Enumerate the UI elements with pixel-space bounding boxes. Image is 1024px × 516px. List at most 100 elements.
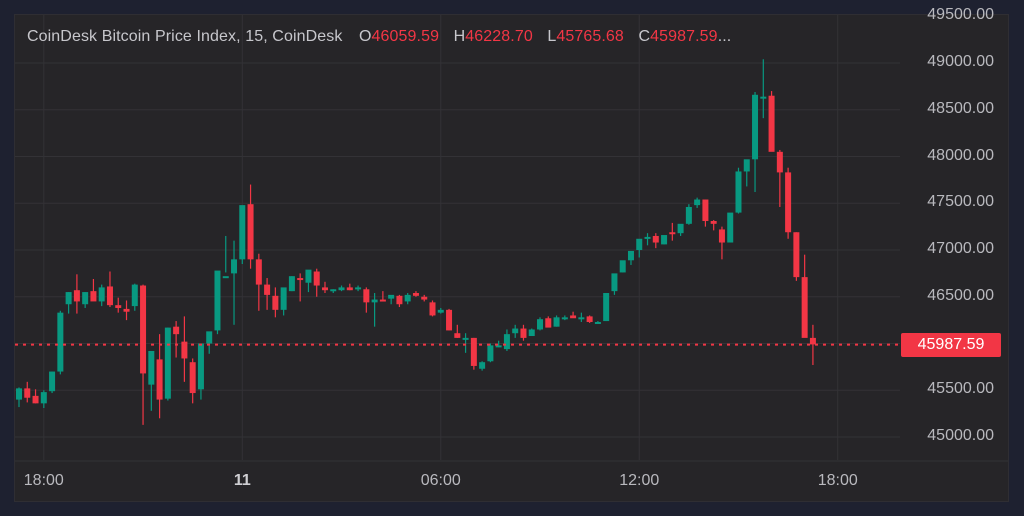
candle[interactable] <box>677 223 684 236</box>
candle[interactable] <box>140 284 147 425</box>
candle[interactable] <box>305 269 312 293</box>
candle[interactable] <box>32 389 39 404</box>
candle[interactable] <box>503 329 510 351</box>
candle[interactable] <box>809 324 816 366</box>
candle[interactable] <box>545 316 552 328</box>
candle[interactable] <box>735 167 742 214</box>
candle[interactable] <box>429 300 436 317</box>
candle[interactable] <box>578 312 585 322</box>
candle[interactable] <box>396 294 403 308</box>
candle[interactable] <box>669 222 676 241</box>
candle[interactable] <box>793 232 800 281</box>
candle[interactable] <box>553 315 560 327</box>
candle[interactable] <box>288 276 295 292</box>
candle[interactable] <box>148 350 155 411</box>
candle[interactable] <box>470 337 477 370</box>
candle[interactable] <box>512 324 519 338</box>
candle[interactable] <box>206 331 213 354</box>
candle[interactable] <box>752 91 759 193</box>
candle[interactable] <box>528 328 535 337</box>
candle[interactable] <box>264 278 271 310</box>
candle[interactable] <box>710 220 717 231</box>
candle[interactable] <box>495 340 502 348</box>
candle[interactable] <box>561 315 568 321</box>
candle[interactable] <box>363 287 370 313</box>
chart-pane[interactable] <box>14 14 1009 502</box>
candle[interactable] <box>611 273 618 295</box>
candle[interactable] <box>255 253 262 311</box>
candle[interactable] <box>685 204 692 225</box>
candle[interactable] <box>644 233 651 246</box>
candle[interactable] <box>652 233 659 249</box>
candle[interactable] <box>768 91 775 152</box>
candle[interactable] <box>371 293 378 327</box>
candle[interactable] <box>181 316 188 382</box>
candle[interactable] <box>776 149 783 207</box>
legend-more[interactable]: ... <box>717 28 732 45</box>
candle[interactable] <box>65 292 72 314</box>
candle[interactable] <box>49 371 56 394</box>
candle[interactable] <box>446 308 453 331</box>
candle[interactable] <box>520 324 527 341</box>
candle[interactable] <box>24 381 31 403</box>
candle[interactable] <box>338 285 345 292</box>
candle[interactable] <box>156 334 163 419</box>
candle[interactable] <box>280 287 287 316</box>
candle[interactable] <box>404 293 411 305</box>
candle[interactable] <box>760 59 767 119</box>
candle[interactable] <box>272 287 279 318</box>
candle[interactable] <box>231 240 238 325</box>
candle[interactable] <box>603 293 610 322</box>
candle[interactable] <box>661 235 668 245</box>
candle[interactable] <box>115 297 122 313</box>
candle[interactable] <box>82 292 89 308</box>
candle[interactable] <box>487 343 494 363</box>
candle[interactable] <box>537 317 544 331</box>
candle[interactable] <box>73 274 80 314</box>
candle[interactable] <box>197 343 204 400</box>
candle[interactable] <box>16 387 22 408</box>
candle[interactable] <box>586 315 593 323</box>
candle[interactable] <box>106 271 113 308</box>
candle[interactable] <box>437 307 444 314</box>
candle[interactable] <box>627 250 634 265</box>
candle[interactable] <box>636 238 643 258</box>
candle[interactable] <box>379 291 386 302</box>
candle[interactable] <box>40 390 47 409</box>
candle[interactable] <box>164 327 171 401</box>
candle[interactable] <box>694 197 701 208</box>
candle[interactable] <box>388 294 395 305</box>
candle[interactable] <box>313 268 320 297</box>
candle[interactable] <box>321 281 328 294</box>
candle[interactable] <box>189 358 196 404</box>
candle[interactable] <box>57 310 64 375</box>
candle[interactable] <box>98 284 105 307</box>
candle[interactable] <box>330 289 337 294</box>
candle[interactable] <box>222 235 229 279</box>
candle[interactable] <box>743 159 750 187</box>
candle[interactable] <box>702 199 709 227</box>
candle[interactable] <box>801 254 808 338</box>
candle[interactable] <box>247 184 254 269</box>
candle[interactable] <box>718 226 725 260</box>
symbol-title[interactable]: CoinDesk Bitcoin Price Index, 15, CoinDe… <box>27 28 343 45</box>
candle[interactable] <box>421 294 428 302</box>
candle[interactable] <box>123 300 130 321</box>
candle[interactable] <box>214 270 221 335</box>
candle[interactable] <box>594 321 601 324</box>
candle[interactable] <box>570 311 577 319</box>
candle[interactable] <box>412 291 419 297</box>
candle[interactable] <box>619 260 626 273</box>
candle[interactable] <box>239 205 246 265</box>
candle[interactable] <box>173 321 180 358</box>
candle[interactable] <box>346 283 353 291</box>
candle[interactable] <box>785 167 792 239</box>
candle[interactable] <box>90 278 97 302</box>
candle[interactable] <box>454 324 461 338</box>
candle[interactable] <box>462 333 469 353</box>
candle[interactable] <box>727 212 734 243</box>
candle[interactable] <box>131 283 138 311</box>
candle[interactable] <box>355 285 362 292</box>
candle[interactable] <box>479 361 486 371</box>
